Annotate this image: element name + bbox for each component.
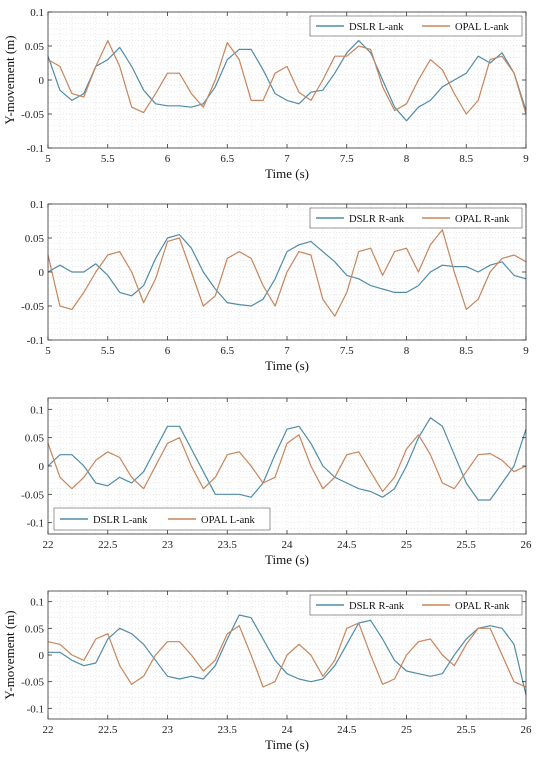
y-tick-label: 0 — [39, 650, 45, 662]
legend-label: DSLR L-ank — [93, 515, 148, 526]
y-tick-label: 0.05 — [25, 233, 45, 245]
x-tick-label: 7.5 — [340, 153, 354, 165]
y-tick-label: -0.1 — [27, 143, 44, 155]
chart-panel-2: 5 5.5 6 6.5 7 7.5 8 8.5 9 -0.1 -0.05 0 0.05 0.1 Time (… — [21, 199, 529, 373]
x-tick-label: 25 — [401, 724, 413, 736]
legend-box — [309, 207, 523, 229]
x-tick-label: 9 — [523, 345, 529, 357]
y-tick-label: -0.05 — [21, 109, 44, 121]
x-tick-label: 8 — [404, 153, 410, 165]
x-tick-label: 5 — [45, 345, 51, 357]
legend-label: OPAL R-ank — [455, 214, 510, 225]
series-line-1 — [48, 614, 527, 696]
y-tick-label: 0 — [39, 461, 45, 473]
y-tick-label: 0.1 — [30, 7, 44, 19]
series-line-2 — [47, 229, 527, 317]
x-tick-label: 23.5 — [218, 539, 238, 551]
y-tick-label: -0.1 — [27, 335, 44, 347]
legend-label: DSLR R-ank — [349, 214, 405, 225]
legend: DSLR L-ank OPAL L-ank — [309, 15, 523, 37]
y-axis-label: Y-movement (m) — [2, 35, 17, 124]
y-tick-label: -0.1 — [27, 518, 44, 530]
y-tick-label: 0.1 — [30, 404, 44, 416]
legend-label: OPAL L-ank — [455, 22, 510, 33]
x-tick-label: 6 — [165, 153, 171, 165]
x-axis-label: Time (s) — [265, 737, 309, 752]
y-tick-label: 0 — [39, 267, 45, 279]
series-line-1 — [47, 417, 527, 501]
x-axis-label: Time (s) — [265, 552, 309, 567]
x-tick-label: 7.5 — [340, 345, 354, 357]
x-axis-label: Time (s) — [265, 166, 309, 181]
legend-label: OPAL L-ank — [201, 515, 256, 526]
x-tick-label: 6.5 — [220, 345, 234, 357]
x-tick-label: 22.5 — [98, 724, 118, 736]
x-tick-label: 26 — [521, 724, 533, 736]
chart-panel-1: 5 5.5 6 6.5 7 7.5 8 8.5 9 -0.1 -0.05 0 0.05 0.1 Time (… — [2, 7, 529, 181]
legend: DSLR L-ank OPAL L-ank — [53, 507, 271, 531]
x-tick-label: 23 — [162, 724, 174, 736]
series-line-1 — [47, 234, 527, 307]
legend-box — [53, 507, 271, 531]
y-tick-label: -0.05 — [21, 489, 44, 501]
x-tick-label: 25.5 — [457, 539, 477, 551]
x-tick-label: 6 — [165, 345, 171, 357]
x-tick-label: 5 — [45, 153, 51, 165]
x-tick-label: 25.5 — [457, 724, 477, 736]
x-tick-label: 25 — [401, 539, 413, 551]
x-tick-label: 5.5 — [101, 345, 115, 357]
x-tick-label: 22.5 — [98, 539, 118, 551]
chart-panel-4: 22 22.5 23 23.5 24 24.5 25 25.5 26 -0.1 -0.05 0 0.05… — [2, 590, 533, 752]
series-line-2 — [47, 40, 527, 115]
y-tick-label: 0.1 — [30, 199, 44, 211]
x-axis-label: Time (s) — [265, 358, 309, 373]
x-tick-label: 24 — [282, 724, 294, 736]
legend-label: DSLR L-ank — [349, 22, 404, 33]
legend-box — [309, 594, 523, 616]
x-tick-label: 6.5 — [220, 153, 234, 165]
x-tick-label: 9 — [523, 153, 529, 165]
legend: DSLR R-ank OPAL R-ank — [309, 207, 523, 229]
x-tick-label: 26 — [521, 539, 533, 551]
legend-label: DSLR R-ank — [349, 601, 405, 612]
chart-panel-3: 22 22.5 23 23.5 24 24.5 25 25.5 26 -0.1 -0.05 0 0.05… — [21, 397, 533, 567]
x-tick-label: 7 — [284, 153, 290, 165]
x-tick-label: 7 — [284, 345, 290, 357]
y-tick-label: -0.1 — [27, 703, 44, 715]
x-tick-label: 23 — [162, 539, 174, 551]
x-tick-label: 24 — [282, 539, 294, 551]
x-tick-label: 5.5 — [101, 153, 115, 165]
legend-label: OPAL R-ank — [455, 601, 510, 612]
y-tick-label: -0.05 — [21, 677, 44, 689]
x-tick-label: 24.5 — [337, 539, 357, 551]
series-line-2 — [47, 622, 527, 688]
y-tick-label: 0.05 — [25, 623, 45, 635]
y-tick-label: 0 — [39, 75, 45, 87]
x-tick-label: 24.5 — [337, 724, 357, 736]
x-tick-label: 22 — [43, 539, 54, 551]
x-tick-label: 23.5 — [218, 724, 238, 736]
series-line-2 — [47, 434, 527, 493]
legend-box — [309, 15, 523, 37]
x-tick-label: 8.5 — [459, 153, 473, 165]
legend: DSLR R-ank OPAL R-ank — [309, 594, 523, 616]
y-axis-label: Y-movement (m) — [2, 610, 17, 699]
series-line-1 — [47, 40, 527, 122]
y-tick-label: -0.05 — [21, 301, 44, 313]
x-tick-label: 8.5 — [459, 345, 473, 357]
y-tick-label: 0.05 — [25, 433, 45, 445]
x-tick-label: 22 — [43, 724, 54, 736]
y-tick-label: 0.1 — [30, 597, 44, 609]
y-tick-label: 0.05 — [25, 41, 45, 53]
x-tick-label: 8 — [404, 345, 410, 357]
